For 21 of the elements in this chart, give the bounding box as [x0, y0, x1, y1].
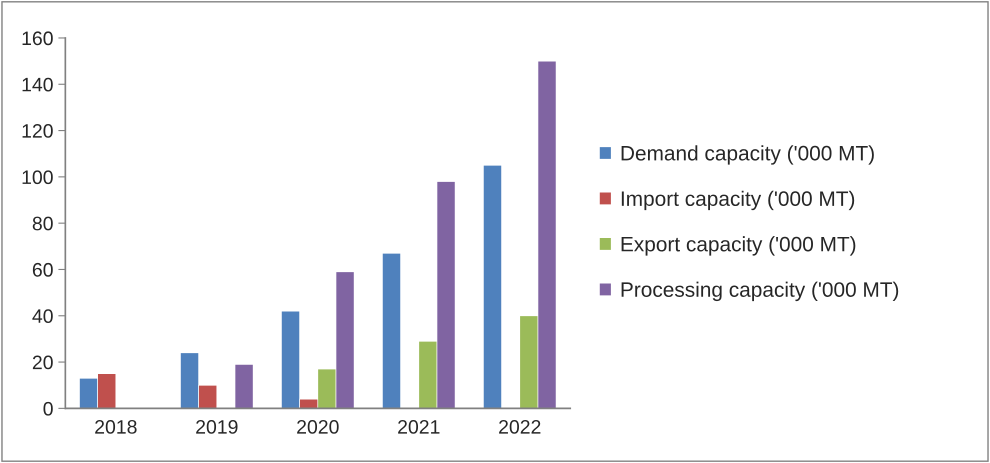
legend-label: Import capacity ('000 MT)	[622, 190, 854, 210]
bar	[483, 164, 502, 408]
y-tick-label: 20	[32, 356, 53, 370]
x-tick-label: 2018	[95, 420, 137, 434]
y-tick-label: 100	[22, 170, 53, 184]
y-tick-label: 160	[22, 31, 53, 46]
x-tick-label: 2020	[297, 420, 339, 434]
y-tick-label: 60	[32, 262, 53, 277]
bar	[234, 364, 254, 408]
y-tick-label: 0	[43, 402, 53, 416]
legend-label: Processing capacity ('000 MT)	[622, 282, 898, 302]
y-tick-label: 140	[22, 78, 53, 92]
y-tick-label: 40	[32, 309, 53, 324]
legend-label: Export capacity ('000 MT)	[622, 236, 856, 256]
x-tick-label: 2019	[196, 420, 238, 434]
y-tick-label: 80	[32, 216, 53, 230]
x-tick-label: 2021	[398, 420, 440, 434]
y-tick-label: 120	[22, 124, 53, 138]
bar	[382, 252, 401, 408]
legend-label: Demand capacity ('000 MT)	[622, 145, 874, 165]
x-tick-label: 2022	[499, 420, 540, 434]
